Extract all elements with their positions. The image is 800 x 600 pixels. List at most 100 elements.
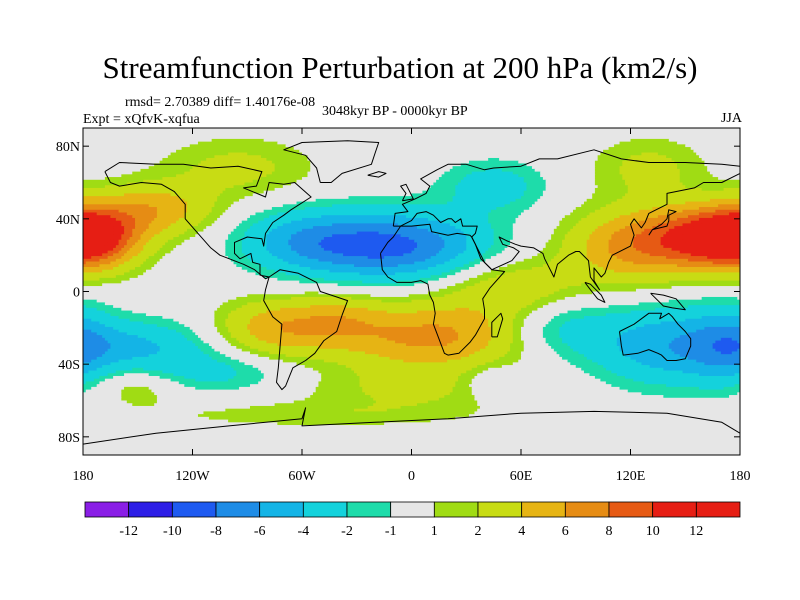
contour-cell [521, 329, 544, 333]
contour-cell [266, 310, 388, 314]
contour-cell [159, 348, 202, 353]
contour-cell [252, 316, 311, 320]
contour-cell [83, 177, 106, 181]
contour-cell [83, 261, 87, 265]
contour-cell [83, 416, 210, 421]
contour-cell [548, 302, 640, 306]
contour-cell [488, 212, 522, 216]
contour-cell [499, 157, 599, 162]
contour-cell [611, 384, 667, 388]
contour-cell [162, 370, 237, 374]
contour-cell [611, 201, 686, 205]
contour-cell [83, 223, 111, 227]
contour-cell [249, 258, 284, 263]
contour-cell [115, 245, 125, 249]
contour-cell [195, 234, 229, 238]
contour-cell [709, 220, 740, 224]
contour-cell [545, 182, 596, 186]
contour-cell [531, 256, 555, 260]
contour-cell [627, 329, 697, 333]
contour-cell [321, 245, 418, 249]
contour-cell [91, 256, 109, 260]
contour-cell [228, 419, 432, 423]
contour-cell [83, 411, 205, 415]
lat-tick-label: 40S [58, 358, 80, 373]
contour-cell [277, 277, 325, 282]
contour-cell [156, 215, 185, 219]
contour-cell [217, 217, 248, 222]
contour-cell [427, 266, 456, 271]
contour-cell [460, 228, 495, 233]
contour-cell [521, 356, 563, 361]
coastline [367, 171, 387, 178]
contour-cell [154, 392, 314, 396]
contour-cell [414, 247, 443, 252]
contour-cell [679, 179, 740, 184]
contour-cell [504, 247, 544, 252]
contour-cell [515, 316, 528, 320]
contour-cell [348, 196, 454, 200]
contour-cell [315, 389, 363, 393]
colorbar-swatch [608, 501, 654, 518]
contour-cell [258, 313, 484, 317]
contour-cell [641, 250, 681, 254]
contour-cell [83, 242, 109, 246]
colorbar-label: 1 [431, 524, 438, 539]
contour-cell [99, 277, 131, 282]
contour-cell [411, 299, 536, 303]
contour-cell [83, 307, 98, 312]
contour-cell [567, 310, 632, 314]
contour-cell [83, 291, 306, 295]
contour-cell [318, 346, 487, 350]
contour-cell [83, 277, 101, 282]
contour-cell [110, 346, 161, 350]
contour-cell [630, 310, 740, 314]
contour-cell [304, 207, 497, 211]
contour-cell [375, 400, 429, 404]
coastline [491, 312, 504, 338]
contour-cell [696, 329, 740, 333]
contour-cell [594, 190, 629, 194]
contour-cell [83, 283, 103, 287]
contour-cell [493, 228, 514, 233]
contour-cell [627, 389, 740, 393]
contour-cell [512, 171, 541, 175]
contour-cell [562, 217, 582, 222]
contour-cell [83, 294, 248, 298]
contour-cell [151, 389, 317, 393]
contour-cell [537, 307, 582, 312]
contour-cell [458, 378, 473, 383]
contour-cell [373, 403, 418, 407]
contour-cell [622, 174, 681, 178]
contour-cell [332, 204, 506, 208]
contour-cell [277, 256, 309, 260]
contour-cell [121, 395, 158, 399]
contour-cell [266, 157, 309, 162]
contour-cell [490, 329, 514, 333]
contour-cell [247, 217, 265, 222]
contour-cell [225, 321, 251, 325]
contour-cell [126, 182, 246, 186]
contour-cell [228, 340, 240, 344]
contour-cell [466, 237, 495, 241]
contour-cell [668, 212, 700, 216]
contour-cell [449, 168, 487, 173]
contour-cell [83, 441, 740, 445]
contour-cell [156, 397, 306, 402]
contour-cell [126, 239, 139, 244]
contour-cell [230, 258, 251, 263]
lat-tick-label: 0 [73, 286, 80, 301]
contour-cell [455, 185, 528, 189]
contour-cell [132, 231, 144, 235]
contour-cell [679, 177, 719, 181]
contour-cell [674, 226, 695, 230]
contour-cell [113, 253, 125, 257]
contour-cell [102, 283, 339, 287]
contour-cell [614, 144, 686, 148]
contour-cell [657, 152, 697, 156]
contour-cell [181, 147, 295, 151]
contour-cell [291, 237, 325, 241]
contour-cell [132, 215, 158, 219]
contour-cell [655, 307, 740, 312]
contour-cell [228, 313, 259, 317]
